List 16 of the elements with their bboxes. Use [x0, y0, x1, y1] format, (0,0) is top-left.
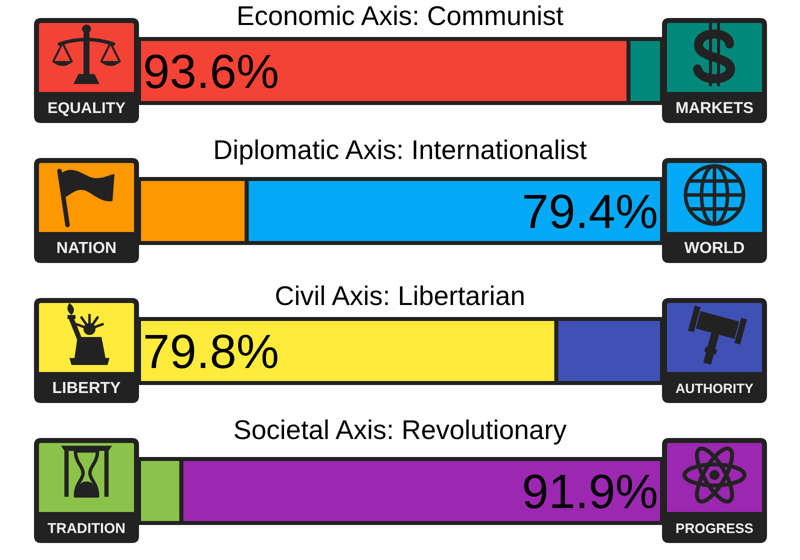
chart-title: Societal Axis: Revolutionary: [233, 415, 568, 445]
chart-title: Civil Axis: Libertarian: [274, 281, 526, 311]
series-label: AUTHORITY: [676, 381, 754, 396]
series-label: WORLD: [684, 240, 745, 257]
series-label: NATION: [56, 240, 117, 257]
series-label: PROGRESS: [676, 521, 754, 536]
legend-label: LIBERTY: [52, 380, 122, 397]
series-label: MARKETS: [676, 100, 754, 117]
legend-label: EQUALITY: [48, 100, 126, 117]
data-label: 91.9%: [522, 466, 658, 519]
data-label: 79.4%: [522, 186, 658, 239]
data-label: 93.6%: [143, 46, 280, 99]
series-label: TRADITION: [47, 521, 126, 537]
chart-title: Economic Axis: Communist: [236, 1, 564, 31]
data-label: 79.8%: [143, 326, 280, 379]
chart-title: Diplomatic Axis: Internationalist: [213, 135, 588, 165]
